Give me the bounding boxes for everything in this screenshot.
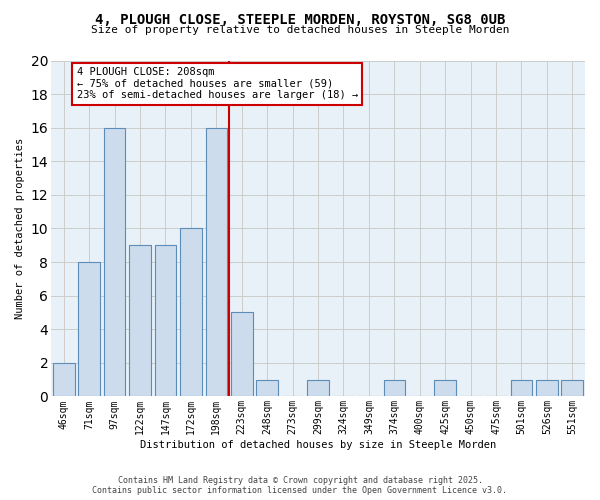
Bar <box>562 380 583 396</box>
Bar <box>511 380 532 396</box>
Text: Size of property relative to detached houses in Steeple Morden: Size of property relative to detached ho… <box>91 25 509 35</box>
Bar <box>129 246 151 396</box>
Bar <box>256 380 278 396</box>
Text: Contains HM Land Registry data © Crown copyright and database right 2025.
Contai: Contains HM Land Registry data © Crown c… <box>92 476 508 495</box>
Bar <box>53 363 74 396</box>
Bar <box>155 246 176 396</box>
Bar <box>383 380 405 396</box>
Bar <box>104 128 125 396</box>
Bar <box>536 380 557 396</box>
Y-axis label: Number of detached properties: Number of detached properties <box>15 138 25 319</box>
Bar <box>307 380 329 396</box>
Text: 4, PLOUGH CLOSE, STEEPLE MORDEN, ROYSTON, SG8 0UB: 4, PLOUGH CLOSE, STEEPLE MORDEN, ROYSTON… <box>95 12 505 26</box>
Bar <box>434 380 456 396</box>
Bar <box>79 262 100 396</box>
X-axis label: Distribution of detached houses by size in Steeple Morden: Distribution of detached houses by size … <box>140 440 496 450</box>
Bar <box>206 128 227 396</box>
Bar <box>231 312 253 396</box>
Text: 4 PLOUGH CLOSE: 208sqm
← 75% of detached houses are smaller (59)
23% of semi-det: 4 PLOUGH CLOSE: 208sqm ← 75% of detached… <box>77 67 358 100</box>
Bar <box>180 228 202 396</box>
